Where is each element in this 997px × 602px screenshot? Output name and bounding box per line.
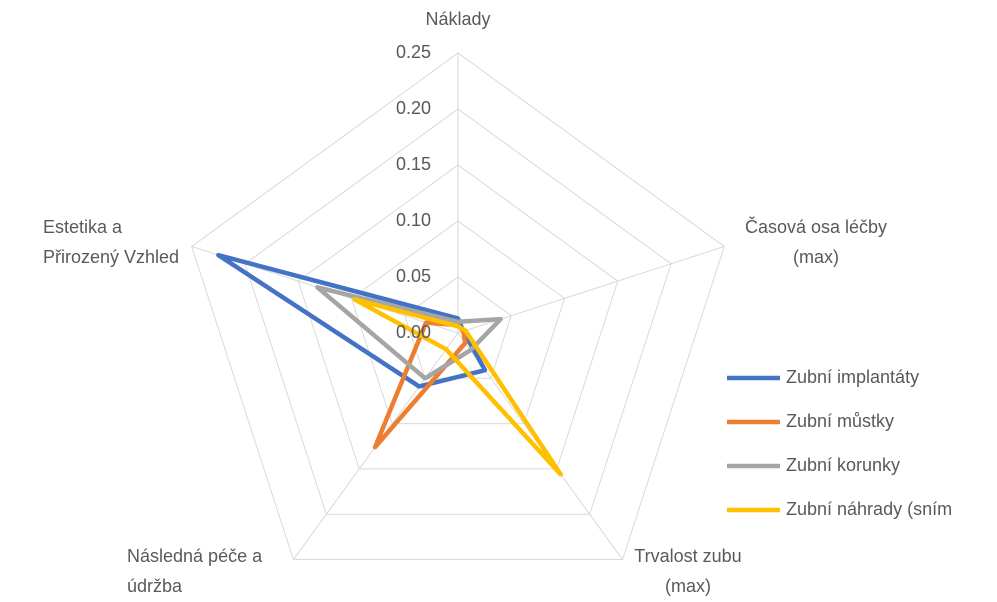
axis-label: Náklady	[425, 9, 490, 29]
axis-label: Časová osa léčby	[745, 216, 887, 237]
legend-label: Zubní korunky	[786, 455, 900, 475]
axis-label: Přirozený Vzhled	[43, 247, 179, 267]
axis-label: (max)	[665, 576, 711, 596]
axis-label: Trvalost zubu	[634, 546, 741, 566]
legend-label: Zubní implantáty	[786, 367, 919, 387]
axis-label: (max)	[793, 247, 839, 267]
tick-label: 0.20	[396, 98, 431, 118]
tick-label: 0.00	[396, 322, 431, 342]
legend-label: Zubní můstky	[786, 411, 894, 431]
axis-label: Estetika a	[43, 217, 123, 237]
legend-label: Zubní náhrady (sním	[786, 499, 952, 519]
grid-ring	[297, 164, 619, 470]
axis-label: údržba	[127, 576, 183, 596]
tick-label: 0.25	[396, 42, 431, 62]
series-line	[352, 297, 563, 477]
tick-label: 0.10	[396, 210, 431, 230]
tick-label: 0.15	[396, 154, 431, 174]
grid-ring	[350, 220, 566, 425]
grid-ring	[244, 108, 672, 515]
series-line	[315, 285, 503, 381]
tick-label: 0.05	[396, 266, 431, 286]
grid-ring	[191, 52, 725, 561]
axis-label: Následná péče a	[127, 546, 263, 566]
